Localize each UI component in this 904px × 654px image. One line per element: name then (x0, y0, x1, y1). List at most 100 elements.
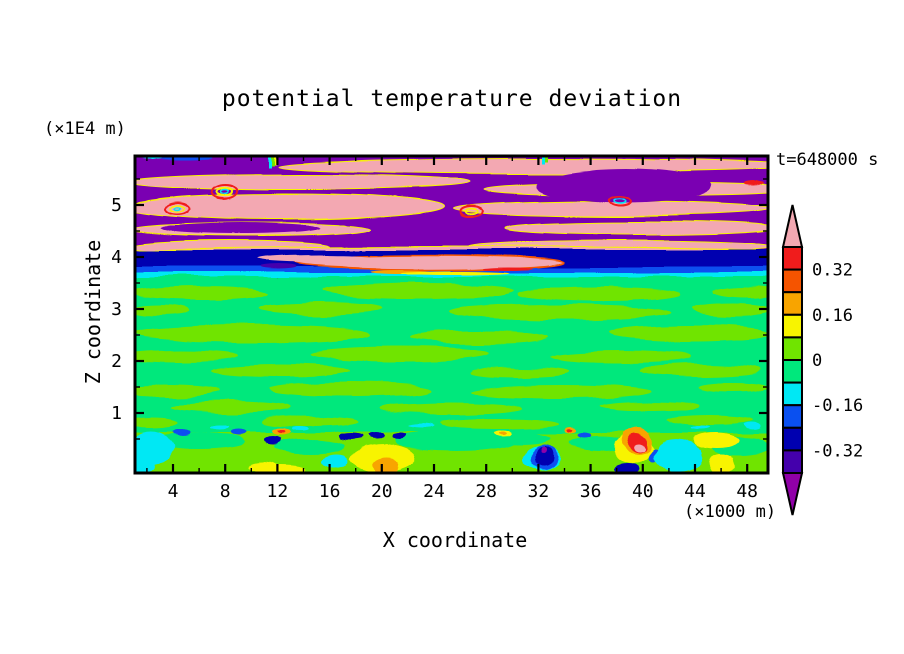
contour-shape (367, 433, 385, 439)
colorbar-segment-ye (782, 313, 803, 339)
contour-shape (545, 156, 548, 162)
contour-layer-shear-band (135, 250, 768, 278)
contour-shape (745, 423, 761, 429)
contour-shape (410, 330, 550, 344)
contour-shape (654, 439, 702, 473)
contour-shape (380, 403, 520, 415)
contour-shape (613, 197, 627, 205)
contour-shape (268, 156, 271, 167)
contour-shape (610, 325, 768, 341)
contour-shape (210, 424, 230, 430)
contour-shape (135, 174, 471, 190)
colorbar-segment-ch (782, 336, 803, 361)
x-tick-label: 24 (423, 481, 445, 502)
colorbar-segment-in (782, 449, 803, 474)
contour-shape (262, 264, 298, 270)
colorbar-segment-or (782, 291, 803, 316)
y-axis-title: Z coordinate (81, 239, 105, 385)
contour-shape (277, 158, 768, 174)
contour-shape (693, 304, 768, 316)
contour-shape (135, 432, 174, 464)
x-tick-label: 28 (475, 481, 497, 502)
colorbar-segment-bl (782, 404, 803, 429)
colorbar-segment-ore (782, 268, 803, 294)
contour-shape (536, 446, 554, 466)
timestamp-label: t=648000 s (776, 150, 879, 170)
y-axis-unit-label: (×1E4 m) (44, 119, 126, 139)
contour-shape (744, 180, 764, 186)
contour-shape (310, 347, 490, 361)
contour-shape (220, 188, 230, 194)
contour-shape (266, 436, 282, 444)
colorbar-segment-re (782, 246, 803, 271)
colorbar-arrow-bottom (781, 472, 804, 516)
contour-shape (292, 426, 308, 430)
colorbar-arrow-top (781, 204, 804, 248)
contour-shape (274, 157, 276, 164)
y-tick-label: 3 (111, 299, 122, 320)
contour-shape (709, 454, 735, 472)
colorbar-segment-cy (782, 381, 803, 407)
contour-shape (395, 431, 515, 451)
contour-shape (321, 455, 349, 469)
x-tick-label: 4 (168, 481, 179, 502)
x-tick-label: 48 (736, 481, 758, 502)
contour-shape (175, 430, 191, 436)
contour-layer-top-stripes (135, 156, 768, 282)
colorbar-label: 0.16 (812, 306, 853, 326)
x-tick-label: 16 (319, 481, 341, 502)
contour-shape (270, 382, 430, 396)
contour-shape (277, 429, 285, 433)
contour-shape (470, 385, 650, 399)
contour-shape (135, 458, 154, 473)
colorbar-segment-nv (782, 426, 803, 452)
contour-shape (135, 350, 240, 362)
contour-shape (550, 351, 690, 363)
contour-shape (135, 306, 190, 316)
contour-shape (541, 446, 547, 454)
contour-shape (615, 464, 641, 473)
contour-shape (232, 430, 248, 436)
contour-shape (463, 208, 477, 216)
contour-shape (135, 193, 444, 221)
contour-shape (155, 433, 245, 449)
contour-shape (170, 401, 290, 413)
x-tick-label: 8 (220, 481, 231, 502)
y-tick-label: 5 (111, 195, 122, 216)
contour-shape (640, 364, 760, 376)
contour-shape (698, 383, 768, 393)
x-axis-title: X coordinate (382, 528, 528, 552)
x-axis-unit-label: (×1000 m) (684, 502, 777, 522)
contour-shape (135, 267, 768, 273)
contour-shape (174, 205, 182, 211)
contour-shape (160, 223, 320, 235)
plot-frame (133, 154, 770, 475)
y-tick-label: 1 (111, 403, 122, 424)
contour-shape (440, 419, 560, 429)
colorbar-label: -0.32 (812, 441, 863, 461)
contour-shape (260, 303, 380, 315)
contour-shape (578, 432, 592, 438)
contour-shape (694, 433, 738, 449)
contour-shape (271, 156, 274, 165)
contour-shape (710, 286, 768, 298)
contour-shape (170, 203, 186, 213)
colorbar-label: 0 (812, 351, 822, 371)
contour-shape (258, 255, 382, 263)
contour-shape (135, 286, 270, 300)
contour-shape (260, 416, 360, 426)
contour-shape (325, 283, 515, 299)
x-tick-label: 44 (684, 481, 706, 502)
contour-shape (566, 428, 572, 432)
contour-shape (483, 266, 533, 270)
x-tick-label: 36 (580, 481, 602, 502)
contour-shape (450, 304, 670, 320)
contour-shape (135, 272, 768, 278)
contour-shape (608, 195, 632, 207)
colorbar-segment-sg (782, 359, 803, 384)
chart-title: potential temperature deviation (221, 86, 683, 112)
contour-shape (470, 368, 570, 378)
contour-shape (665, 415, 755, 425)
